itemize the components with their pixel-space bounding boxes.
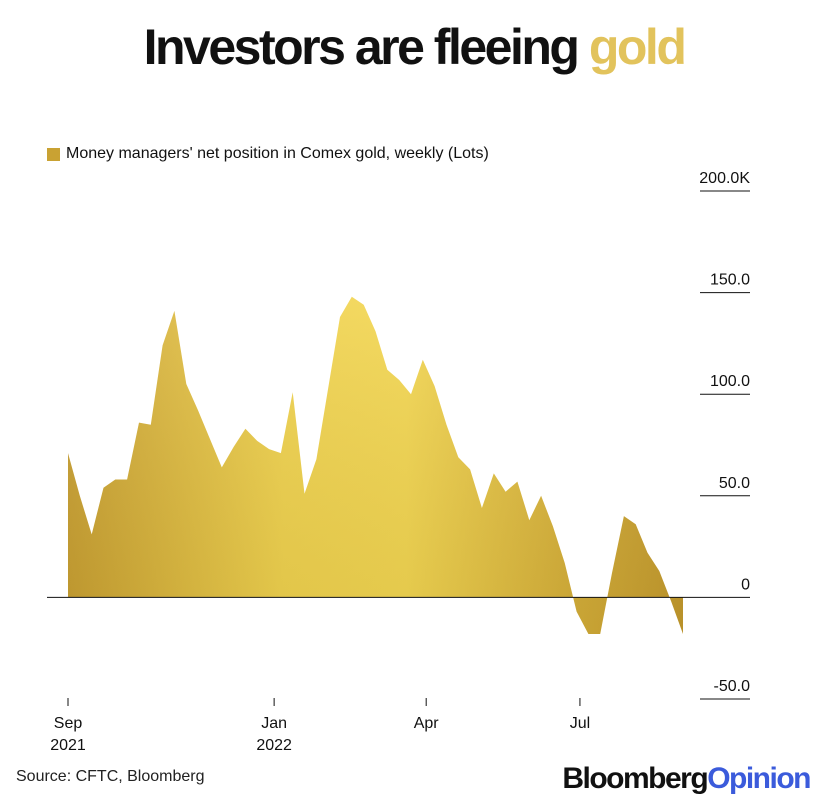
- title-main: Investors are fleeing: [143, 19, 580, 75]
- y-tick-label: 50.0: [719, 475, 750, 492]
- legend-label: Money managers' net position in Comex go…: [66, 145, 489, 162]
- y-tick-label: 100.0: [710, 373, 750, 390]
- net-position-area-shade: [68, 296, 683, 634]
- source-note: Source: CFTC, Bloomberg: [16, 768, 205, 785]
- x-tick-label: Apr: [414, 715, 440, 732]
- x-tick-label: Sep: [54, 715, 83, 732]
- y-tick-label: -50.0: [714, 678, 751, 695]
- x-tick-label: Jul: [570, 715, 590, 732]
- y-tick-label: 200.0K: [699, 170, 750, 187]
- legend: Money managers' net position in Comex go…: [47, 145, 489, 163]
- y-tick-label: 0: [741, 576, 750, 593]
- chart-title: Investors are fleeing gold: [0, 18, 828, 76]
- x-tick-label-year: 2022: [256, 737, 292, 754]
- chart-area: 200.0K 150.0 100.0 50.0 0 -50.0 Sep 2021 Jan 2022…: [47, 170, 751, 754]
- brand-part1: Bloomberg: [562, 762, 708, 795]
- legend-swatch: [47, 147, 60, 161]
- brand-part2: Opinion: [707, 762, 811, 795]
- x-tick-label-year: 2021: [50, 737, 86, 754]
- x-tick-label: Jan: [261, 715, 287, 732]
- title-highlight: gold: [588, 19, 687, 75]
- brand-logo: BloombergOpinion: [562, 762, 811, 796]
- y-tick-label: 150.0: [710, 272, 750, 289]
